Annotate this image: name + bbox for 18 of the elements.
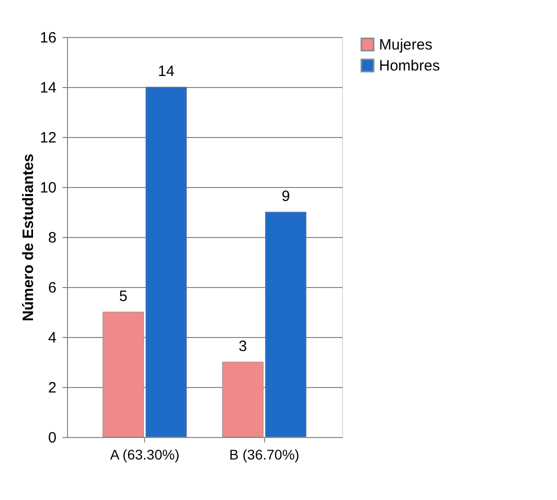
y-tick-label: 0 [48,430,56,446]
y-tick-label: 10 [40,180,56,196]
data-label: 5 [119,288,128,305]
legend-label: Hombres [379,58,440,74]
y-tick-label: 4 [48,330,56,346]
y-tick-label: 2 [48,380,56,396]
y-tick-label: 14 [40,80,56,96]
data-label: 9 [282,188,290,205]
y-tick-label: 12 [40,130,56,146]
legend-label: Mujeres [379,36,432,54]
y-tick-label: 8 [48,230,56,246]
y-axis-title: Número de Estudiantes [20,154,37,322]
x-tick-label: B (36.70%) [229,446,300,462]
y-tick-label: 6 [48,280,56,296]
y-tick-label: 16 [40,30,56,46]
data-label: 3 [238,338,247,355]
x-tick-label: A (63.30%) [110,446,180,462]
data-label: 14 [158,63,175,80]
